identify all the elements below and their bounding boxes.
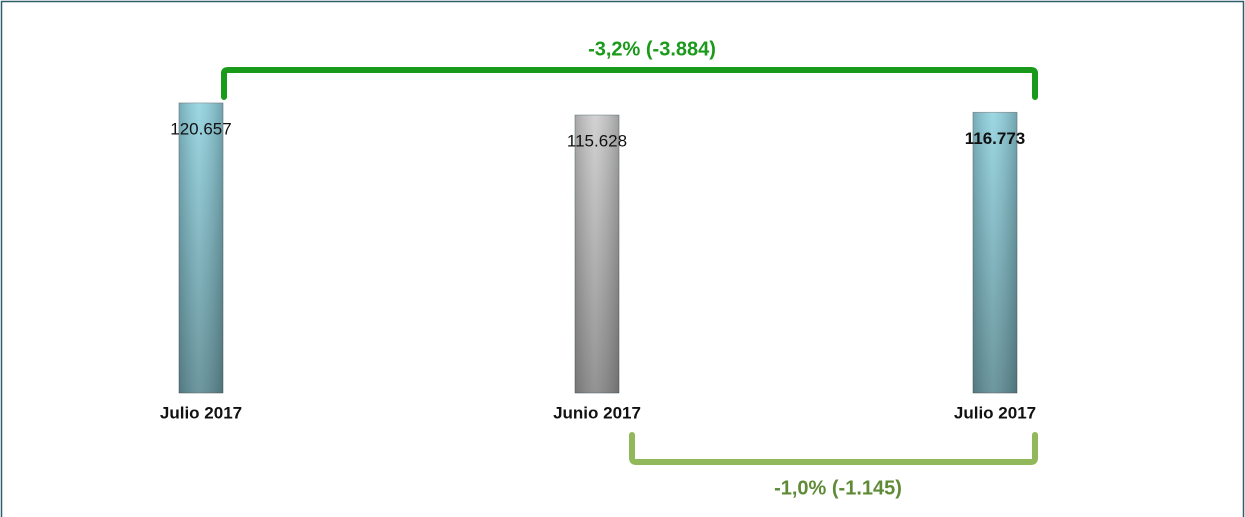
x-tick-label: Julio 2017 [954, 403, 1036, 422]
x-tick-label: Julio 2017 [160, 403, 242, 422]
bracket-top [221, 67, 1038, 100]
bar-shade [575, 115, 619, 394]
bracket-bottom [629, 432, 1038, 465]
x-tick-label: Junio 2017 [553, 403, 641, 422]
value-label: 120.657 [170, 119, 231, 138]
value-label: 116.773 [965, 129, 1026, 148]
bar-shade [973, 112, 1017, 393]
bar-shade [179, 102, 223, 393]
annotation: -3,2% (-3.884) [588, 38, 716, 60]
annotation: -1,0% (-1.145) [774, 477, 902, 499]
value-label: 115.628 [567, 132, 627, 151]
